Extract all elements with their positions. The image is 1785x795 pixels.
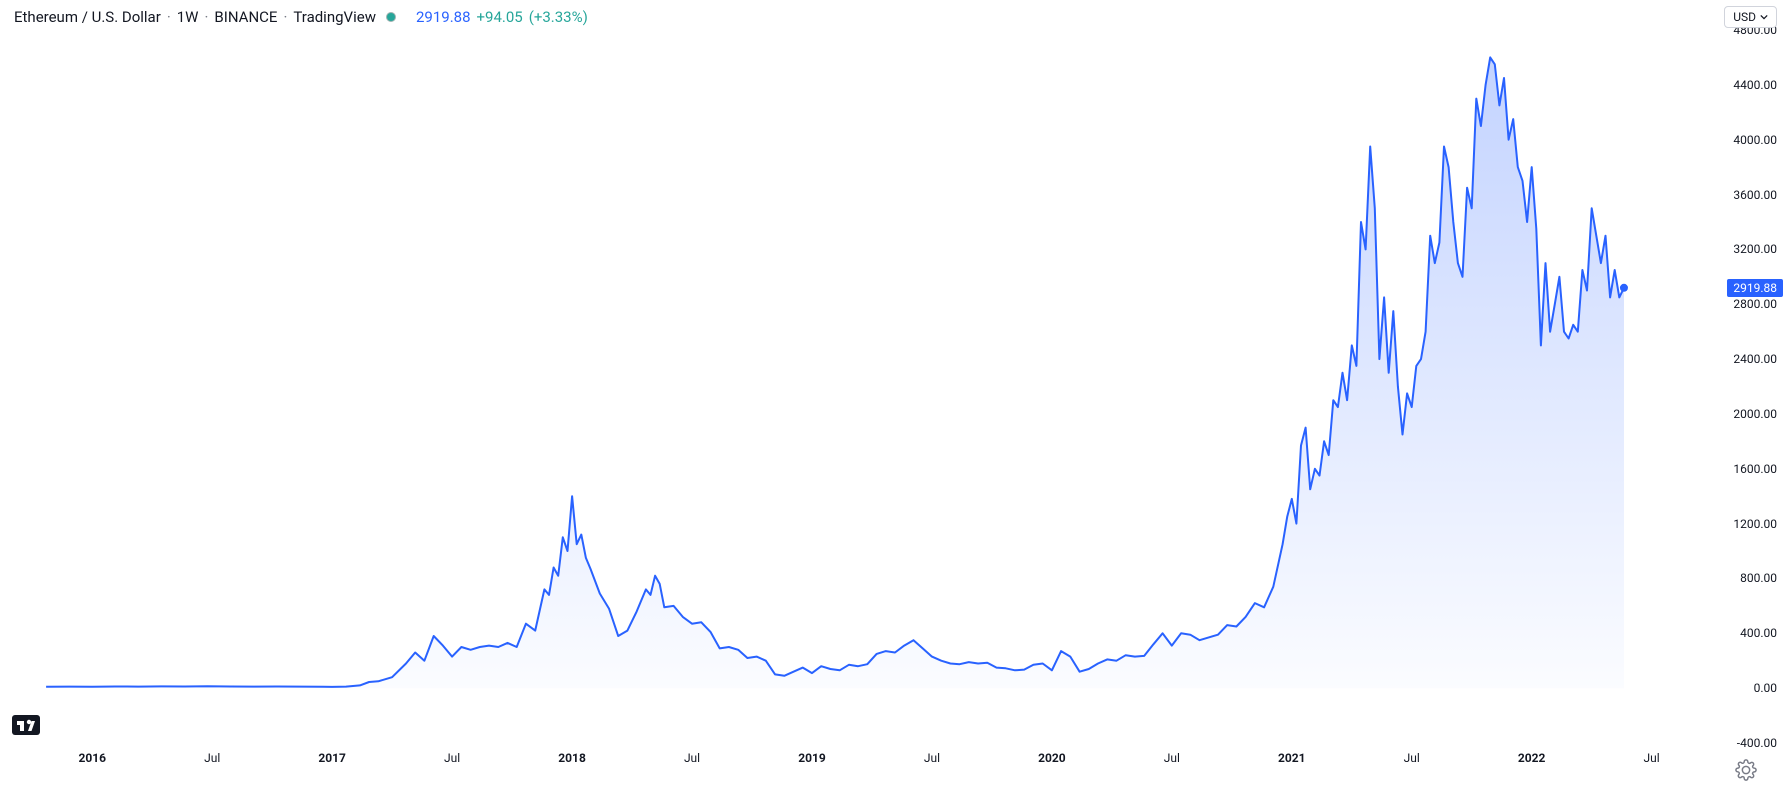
current-price-marker (1620, 284, 1628, 292)
y-tick-label: 1600.00 (1733, 462, 1777, 476)
x-tick-label: Jul (684, 751, 700, 765)
y-tick-label: 3600.00 (1733, 188, 1777, 202)
y-tick-label: 2400.00 (1733, 352, 1777, 366)
chart-area[interactable] (0, 30, 1707, 743)
chevron-down-icon (1760, 13, 1768, 21)
current-price-tag: 2919.88 (1727, 279, 1783, 297)
price-change-pct: (+3.33%) (529, 8, 588, 26)
market-status-dot (386, 12, 396, 22)
y-tick-label: 4400.00 (1733, 78, 1777, 92)
tradingview-logo-icon[interactable] (12, 715, 40, 735)
separator: · (204, 8, 208, 26)
y-tick-label: -400.00 (1737, 736, 1777, 750)
separator: · (283, 8, 287, 26)
y-tick-label: 0.00 (1754, 681, 1777, 695)
y-tick-label: 4000.00 (1733, 133, 1777, 147)
y-tick-label: 800.00 (1740, 571, 1777, 585)
x-tick-label: Jul (924, 751, 940, 765)
settings-button[interactable] (1735, 759, 1757, 781)
x-tick-label: 2018 (558, 751, 586, 765)
gear-icon (1735, 759, 1757, 781)
y-tick-label: 3200.00 (1733, 242, 1777, 256)
interval-label[interactable]: 1W (177, 8, 199, 26)
x-tick-label: Jul (1164, 751, 1180, 765)
y-tick-label: 1200.00 (1733, 517, 1777, 531)
exchange-label: BINANCE (214, 8, 277, 26)
provider-label: TradingView (293, 8, 376, 26)
y-tick-label: 400.00 (1740, 626, 1777, 640)
currency-value: USD (1733, 10, 1756, 24)
price-change-abs: +94.05 (477, 8, 523, 26)
x-tick-label: 2016 (78, 751, 106, 765)
symbol-name[interactable]: Ethereum / U.S. Dollar (14, 8, 161, 26)
currency-selector[interactable]: USD (1724, 6, 1777, 28)
x-tick-label: 2019 (798, 751, 826, 765)
y-tick-label: 2000.00 (1733, 407, 1777, 421)
x-tick-label: Jul (1644, 751, 1660, 765)
x-tick-label: 2020 (1038, 751, 1066, 765)
x-tick-label: Jul (1404, 751, 1420, 765)
last-price: 2919.88 (416, 8, 471, 26)
x-tick-label: 2022 (1518, 751, 1546, 765)
price-area (46, 57, 1624, 688)
y-axis[interactable]: 4800.004400.004000.003600.003200.002800.… (1707, 30, 1785, 743)
separator: · (167, 8, 171, 26)
x-tick-label: Jul (444, 751, 460, 765)
x-tick-label: Jul (204, 751, 220, 765)
x-tick-label: 2021 (1278, 751, 1306, 765)
x-axis[interactable]: 2016 Jul 2017 Jul 2018 Jul 2019 Jul 2020 Jul 2021 J… (0, 743, 1707, 795)
x-tick-label: 2017 (318, 751, 346, 765)
y-tick-label: 2800.00 (1733, 297, 1777, 311)
chart-header: Ethereum / U.S. Dollar · 1W · BINANCE · … (14, 8, 588, 26)
